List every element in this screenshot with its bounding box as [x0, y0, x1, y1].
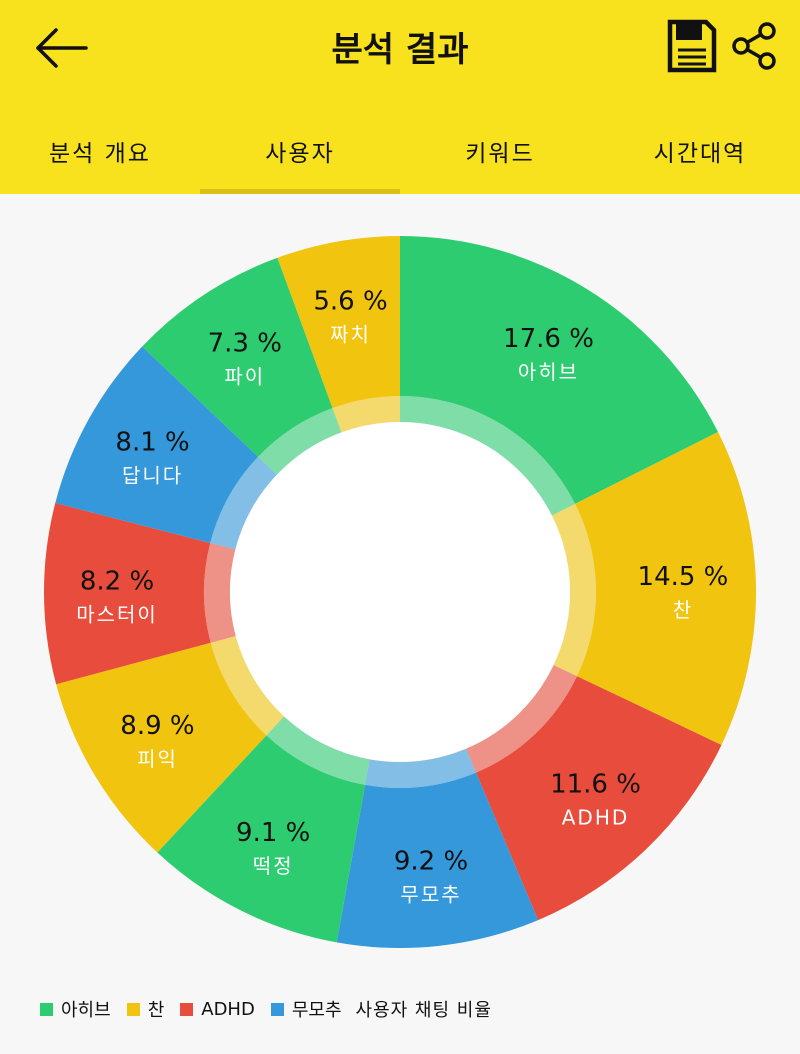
back-button[interactable]: [30, 20, 94, 76]
active-tab-indicator: [200, 189, 400, 194]
legend-item: ADHD: [180, 999, 255, 1020]
pie-slice-inner-band: [210, 636, 285, 736]
slice-percent-label: 8.2 %: [80, 566, 154, 596]
slice-name-label: 파이: [224, 364, 265, 388]
pie-slice[interactable]: [56, 642, 267, 853]
save-icon: [667, 19, 717, 73]
slice-percent-label: 11.6 %: [550, 770, 641, 800]
save-button[interactable]: [664, 16, 720, 76]
pie-slice-inner-band: [365, 748, 477, 788]
pie-slice-inner-band: [465, 665, 577, 773]
pie-slice[interactable]: [476, 676, 722, 921]
pie-slice[interactable]: [277, 236, 400, 408]
tab-keywords-label: 키워드: [465, 141, 535, 167]
top-bar: 분석 결과: [0, 0, 800, 100]
donut-chart-area: 17.6 % 아히브 14.5 % 찬 11.6 % ADHD 9.2 % 무모추 9.1 % 떡…: [0, 194, 800, 984]
pie-slice[interactable]: [55, 346, 259, 544]
share-button[interactable]: [728, 20, 780, 72]
legend-swatch: [126, 1002, 140, 1016]
slice-name-label: 피익: [137, 747, 178, 771]
tab-timezone-label: 시간대역: [653, 141, 747, 167]
slice-name-label: 떡정: [253, 854, 294, 878]
pie-slice-inner-band: [204, 543, 236, 643]
donut-hole: [230, 422, 570, 762]
slice-percent-label: 17.6 %: [503, 324, 594, 354]
pie-slice[interactable]: [142, 257, 333, 457]
donut-chart[interactable]: 17.6 % 아히브 14.5 % 찬 11.6 % ADHD 9.2 % 무모추 9.1 % 떡…: [0, 194, 800, 984]
chart-legend: 아히브 찬 ADHD 무모추 사용자 채팅 비율: [40, 994, 508, 1024]
tab-overview[interactable]: 분석 개요: [0, 110, 200, 194]
pie-slice-inner-band: [400, 396, 576, 516]
legend-item: 찬: [126, 996, 165, 1022]
slice-percent-label: 14.5 %: [638, 562, 729, 592]
legend-label: ADHD: [201, 998, 255, 1020]
pie-slice[interactable]: [400, 236, 719, 504]
legend-label: 무모추: [291, 1000, 342, 1021]
page-title: 분석 결과: [331, 30, 469, 70]
pie-slice-inner-band: [258, 407, 342, 475]
legend-item: 무모추 사용자 채팅 비율: [270, 996, 492, 1022]
share-icon: [732, 22, 776, 70]
legend-swatch: [40, 1002, 53, 1016]
legend-item: 아히브: [40, 996, 111, 1022]
pie-slice[interactable]: [157, 735, 366, 943]
slice-name-label: 아히브: [518, 360, 579, 384]
slice-percent-label: 8.1 %: [115, 428, 189, 458]
slice-percent-label: 5.6 %: [313, 286, 387, 316]
legend-label: 찬: [147, 1000, 165, 1021]
pie-slice-inner-band: [266, 716, 370, 785]
slice-percent-label: 9.2 %: [394, 846, 468, 876]
pie-slice-inner-band: [551, 503, 596, 677]
slice-name-label: 찬: [673, 598, 693, 622]
pie-slice-inner-band: [210, 456, 277, 550]
slice-name-label: 답니다: [122, 464, 183, 488]
pie-slice-inner-band: [332, 396, 400, 433]
slice-name-label: 짜치: [330, 322, 371, 346]
slice-percent-label: 7.3 %: [208, 328, 282, 358]
tab-timezone[interactable]: 시간대역: [600, 110, 800, 194]
tab-keywords[interactable]: 키워드: [400, 110, 600, 194]
legend-swatch: [180, 1002, 194, 1016]
tab-bar: 분석 개요 사용자 키워드 시간대역: [0, 110, 800, 194]
slice-name-label: 무모추: [400, 882, 461, 906]
legend-label: 아히브: [61, 1000, 111, 1021]
slice-name-label: 마스터이: [76, 602, 158, 626]
legend-description: 사용자 채팅 비율: [355, 1000, 492, 1021]
app-bar: 분석 결과 분석 개요 사용자: [0, 0, 800, 194]
arrow-left-icon: [36, 28, 88, 68]
tab-users-label: 사용자: [265, 141, 335, 167]
tab-overview-label: 분석 개요: [49, 141, 151, 167]
tab-users[interactable]: 사용자: [200, 110, 400, 194]
slice-name-label: ADHD: [562, 806, 630, 830]
legend-swatch: [270, 1002, 284, 1016]
slice-percent-label: 9.1 %: [236, 818, 310, 848]
pie-slice[interactable]: [336, 772, 539, 948]
slice-percent-label: 8.9 %: [120, 711, 194, 741]
pie-slice[interactable]: [575, 432, 756, 745]
pie-slice[interactable]: [43, 503, 211, 685]
